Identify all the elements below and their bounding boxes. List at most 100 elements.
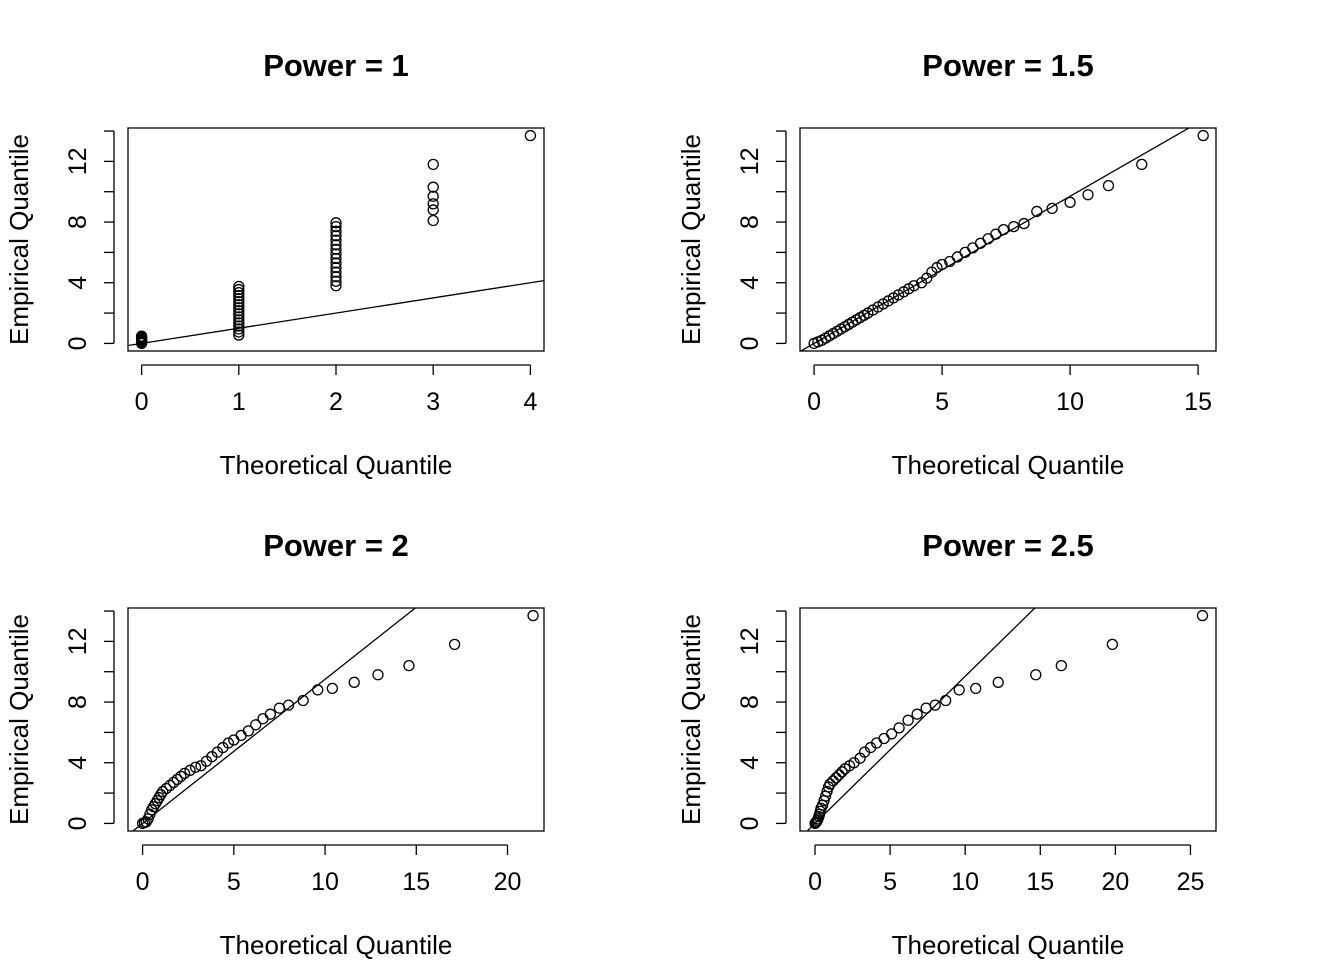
data-point: [233, 299, 245, 311]
data-point: [908, 280, 920, 292]
data-point: [189, 761, 202, 773]
x-tick-label: 5: [883, 868, 897, 896]
data-point: [242, 725, 255, 737]
x-axis-label: Theoretical Quantile: [220, 450, 453, 480]
y-tick-label: 12: [736, 627, 764, 655]
panel-title: Power = 1: [263, 48, 409, 83]
data-point: [1136, 158, 1148, 171]
data-point: [233, 326, 245, 338]
panel-4: Power = 2.5 Theoretical Quantile Empirical…: [676, 528, 1217, 960]
x-tick-label: 3: [426, 388, 440, 416]
data-point: [997, 223, 1010, 236]
data-point: [330, 239, 342, 251]
x-tick-label: 5: [935, 388, 949, 416]
data-point: [885, 728, 898, 740]
x-tick-label: 2: [329, 388, 343, 416]
data-point: [524, 129, 537, 142]
data-point: [427, 181, 439, 193]
data-point: [297, 694, 309, 707]
data-point: [1196, 609, 1209, 622]
data-point: [264, 708, 276, 720]
data-point: [827, 775, 839, 787]
data-point: [233, 302, 245, 314]
data-point: [233, 305, 245, 317]
x-tick-label: 10: [951, 868, 979, 896]
data-point: [1102, 179, 1115, 192]
x-tick-label: 0: [807, 388, 821, 416]
y-tick-label: 8: [64, 695, 92, 709]
y-axis-label: Empirical Quantile: [4, 614, 34, 825]
y-axis-label: Empirical Quantile: [4, 134, 34, 345]
y-tick-label: 0: [736, 336, 764, 350]
reference-line: [131, 608, 417, 831]
x-tick-label: 20: [494, 868, 522, 896]
x-tick-label: 0: [136, 868, 150, 896]
data-point: [1031, 205, 1043, 218]
data-point: [902, 714, 914, 726]
data-point: [893, 722, 905, 734]
y-tick-label: 4: [64, 276, 92, 290]
data-point: [312, 684, 324, 696]
y-tick-label: 4: [64, 756, 92, 770]
data-point: [824, 778, 836, 790]
reference-line: [806, 608, 1036, 831]
y-tick-label: 0: [64, 816, 92, 830]
data-point: [953, 684, 965, 696]
plot-area: [800, 128, 1209, 351]
data-point: [233, 311, 245, 323]
x-tick-label: 10: [311, 868, 339, 896]
data-point: [233, 280, 245, 293]
y-tick-label: 12: [64, 147, 92, 175]
panel-3: Power = 2 Theoretical Quantile Empirical Q…: [4, 528, 545, 960]
data-point: [448, 638, 461, 651]
data-point: [184, 764, 196, 776]
data-point: [836, 766, 848, 778]
data-point: [1008, 220, 1020, 233]
plot-frame: [127, 127, 545, 352]
x-tick-label: 20: [1101, 868, 1129, 896]
x-axis-label: Theoretical Quantile: [892, 930, 1125, 960]
plot-frame: [127, 607, 545, 832]
y-axis-label: Empirical Quantile: [676, 134, 706, 345]
plot-area: [806, 608, 1209, 831]
data-point: [233, 296, 245, 308]
data-point: [403, 659, 415, 672]
x-tick-label: 15: [1184, 388, 1212, 416]
data-point: [911, 708, 923, 720]
x-tick-label: 0: [808, 868, 822, 896]
data-point: [233, 323, 245, 335]
data-point: [157, 785, 169, 798]
data-point: [330, 217, 342, 229]
panel-title: Power = 2.5: [922, 528, 1093, 563]
data-point: [427, 204, 439, 216]
data-point: [330, 220, 342, 233]
x-tick-label: 5: [227, 868, 241, 896]
y-tick-label: 4: [736, 276, 764, 290]
data-point: [1030, 669, 1042, 681]
data-point: [330, 234, 342, 246]
data-point: [222, 737, 235, 749]
data-point: [233, 286, 245, 299]
data-point: [233, 317, 245, 329]
data-point: [175, 770, 187, 783]
y-axis-label: Empirical Quantile: [676, 614, 706, 825]
x-axis-label: Theoretical Quantile: [220, 930, 453, 960]
data-point: [330, 280, 342, 292]
data-point: [1018, 217, 1030, 230]
data-point: [233, 293, 245, 305]
reference-line: [128, 279, 544, 347]
data-point: [178, 767, 191, 780]
data-point: [330, 275, 342, 287]
data-point: [135, 330, 148, 342]
data-point: [372, 669, 384, 681]
data-point: [1197, 129, 1209, 142]
x-tick-label: 0: [135, 388, 149, 416]
y-tick-label: 8: [64, 215, 92, 229]
data-point: [427, 198, 439, 210]
data-point: [330, 252, 342, 265]
data-point: [326, 682, 339, 695]
x-tick-label: 15: [402, 868, 430, 896]
data-point: [1082, 189, 1094, 201]
data-point: [250, 719, 262, 731]
